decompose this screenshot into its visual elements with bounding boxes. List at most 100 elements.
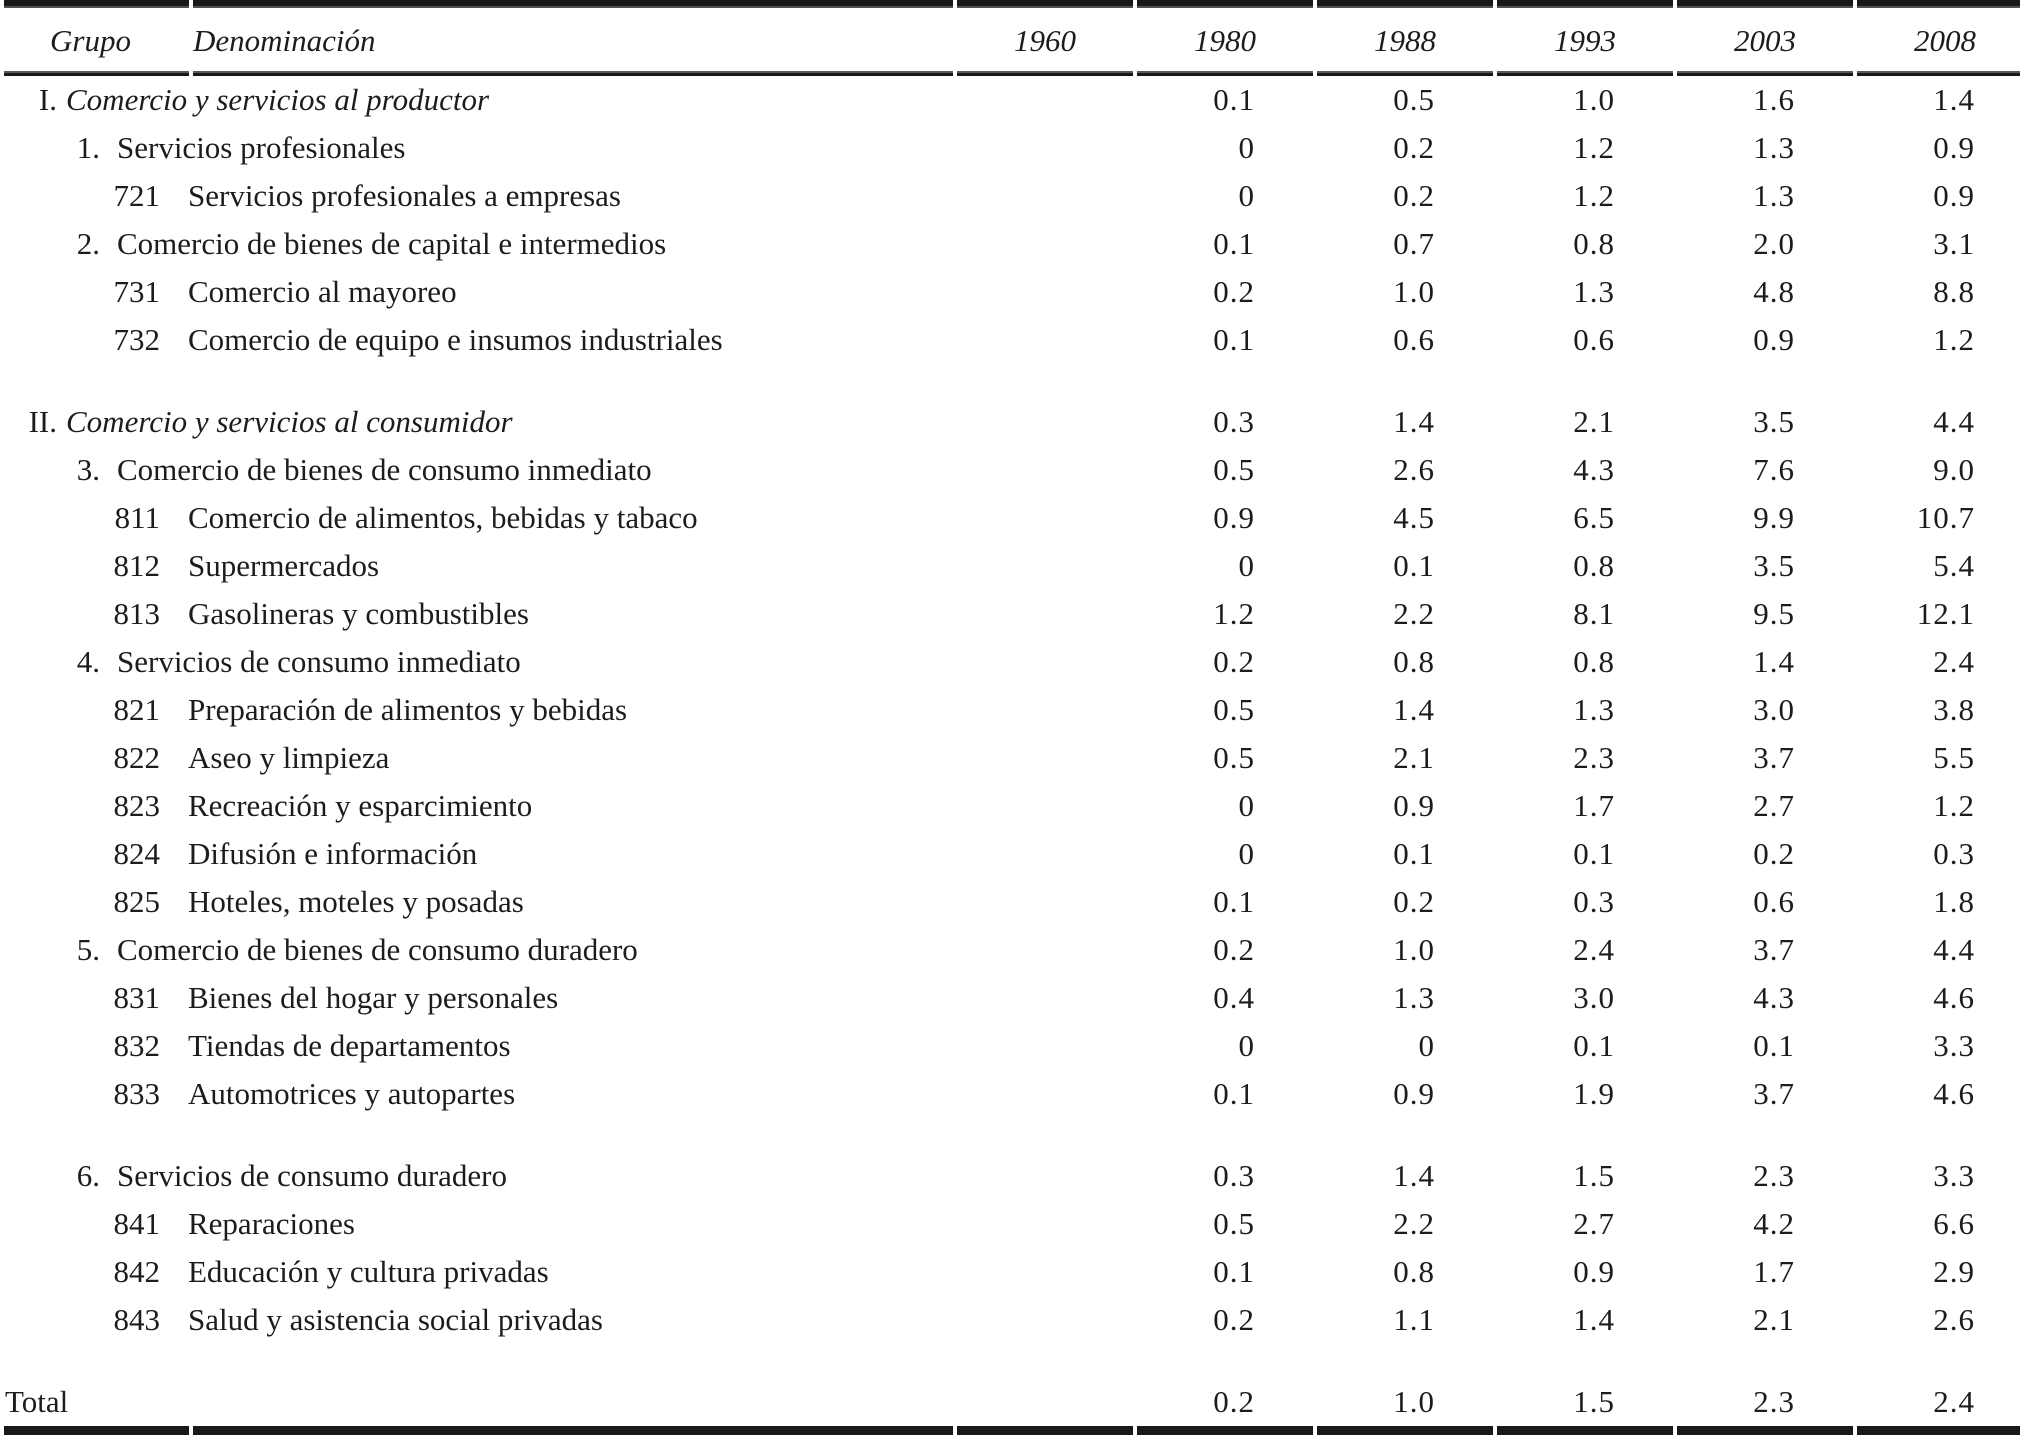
value-1993: 0.6 [1573,322,1615,357]
table-row: 833 Automotrices y autopartes 0.1 0.9 1.9… [4,1070,2020,1118]
table-row: 2. Comercio de bienes de capital e interm… [4,220,2020,268]
value-1988: 1.0 [1393,1384,1435,1419]
row-label: Servicios de consumo duradero [117,1158,507,1193]
table-row: 832 Tiendas de departamentos 0 0 0.1 0.1 … [4,1022,2020,1070]
value-2003: 3.7 [1753,932,1795,967]
value-2003: 1.3 [1753,178,1795,213]
row-label-cell: 843 Salud y asistencia social privadas [4,1296,953,1344]
row-label-cell: 821 Preparación de alimentos y bebidas [4,686,953,734]
header-row: Grupo Denominación 1960 1980 1988 1993 2… [4,8,2020,71]
value-2003: 3.0 [1753,692,1795,727]
value-1960 [957,926,1133,974]
row-label-cell: 731 Comercio al mayoreo [4,268,953,316]
value-1988: 0.1 [1393,836,1435,871]
row-marker: 731 [113,274,161,309]
row-label: Difusión e información [188,836,478,871]
row-label: Hoteles, moteles y posadas [188,884,524,919]
value-1980: 0 [1238,1028,1255,1063]
value-1980: 0.3 [1213,1158,1255,1193]
value-1988: 1.4 [1393,692,1435,727]
value-1988: 0.7 [1393,226,1435,261]
table-row: 841 Reparaciones 0.5 2.2 2.7 4.2 6.6 [4,1200,2020,1248]
value-2008: 2.6 [1933,1302,1975,1337]
value-1980: 0 [1238,178,1255,213]
row-label-cell: 732 Comercio de equipo e insumos industri… [4,316,953,364]
column-header-1988: 1988 [1374,23,1436,58]
table-row: 823 Recreación y esparcimiento 0 0.9 1.7 … [4,782,2020,830]
value-2008: 0.9 [1933,178,1975,213]
row-label: Tiendas de departamentos [188,1028,511,1063]
value-1960 [957,974,1133,1022]
value-1988: 0.1 [1393,548,1435,583]
value-1960 [957,1248,1133,1296]
column-header-2003: 2003 [1734,23,1796,58]
value-1980: 0.5 [1213,452,1255,487]
row-label-cell: 831 Bienes del hogar y personales [4,974,953,1022]
value-1960 [957,398,1133,446]
value-2008: 6.6 [1933,1206,1975,1241]
value-2003: 9.9 [1753,500,1795,535]
value-2008: 3.8 [1933,692,1975,727]
value-1980: 0.1 [1213,1076,1255,1111]
value-2008: 2.4 [1933,1384,1975,1419]
row-label: Comercio y servicios al productor [66,82,490,117]
column-header-denominacion: Denominación [193,23,376,58]
spacer-row [4,1118,2020,1152]
table-row: II. Comercio y servicios al consumidor 0.… [4,398,2020,446]
value-1988: 1.3 [1393,980,1435,1015]
row-label: Bienes del hogar y personales [188,980,559,1015]
row-marker: II. [28,404,57,439]
value-1960 [957,878,1133,926]
value-1988: 2.2 [1393,596,1435,631]
value-1960 [957,1152,1133,1200]
value-1993: 1.2 [1573,178,1615,213]
bottom-rule [4,1426,2020,1435]
value-1980: 0.5 [1213,1206,1255,1241]
row-label: Servicios profesionales [117,130,406,165]
row-label-cell: 833 Automotrices y autopartes [4,1070,953,1118]
value-2008: 5.4 [1933,548,1975,583]
row-label: Comercio de bienes de capital e intermed… [117,226,667,261]
value-1993: 1.9 [1573,1076,1615,1111]
row-label: Aseo y limpieza [188,740,390,775]
row-marker: 732 [113,322,161,357]
value-1980: 0 [1238,836,1255,871]
table-row: 5. Comercio de bienes de consumo duradero… [4,926,2020,974]
value-2003: 0.1 [1753,1028,1795,1063]
row-label-cell: II. Comercio y servicios al consumidor [4,398,953,446]
value-1980: 0 [1238,130,1255,165]
value-1993: 3.0 [1573,980,1615,1015]
value-1993: 1.4 [1573,1302,1615,1337]
value-2008: 12.1 [1916,596,1975,631]
table-row: 811 Comercio de alimentos, bebidas y taba… [4,494,2020,542]
value-1980: 0 [1238,788,1255,823]
row-marker: 831 [113,980,161,1015]
value-1993: 0.1 [1573,836,1615,871]
column-header-grupo: Grupo [50,23,131,58]
value-1993: 2.1 [1573,404,1615,439]
value-1980: 0.2 [1213,274,1255,309]
value-2008: 4.6 [1933,1076,1975,1111]
value-1988: 0.2 [1393,884,1435,919]
row-label: Comercio de equipo e insumos industriale… [188,322,723,357]
value-1980: 0.3 [1213,404,1255,439]
row-marker: 842 [113,1254,161,1289]
row-marker: 1. [76,130,100,165]
value-2003: 4.3 [1753,980,1795,1015]
value-1988: 1.4 [1393,404,1435,439]
value-2008: 1.8 [1933,884,1975,919]
value-1993: 1.5 [1573,1384,1615,1419]
row-marker: 823 [113,788,161,823]
value-2003: 4.8 [1753,274,1795,309]
value-1993: 8.1 [1573,596,1615,631]
value-1980: 0.5 [1213,692,1255,727]
table-row: 813 Gasolineras y combustibles 1.2 2.2 8.… [4,590,2020,638]
table-row: 822 Aseo y limpieza 0.5 2.1 2.3 3.7 5.5 [4,734,2020,782]
table-row: 6. Servicios de consumo duradero 0.3 1.4 … [4,1152,2020,1200]
value-1960 [957,268,1133,316]
value-2003: 3.7 [1753,1076,1795,1111]
value-2003: 4.2 [1753,1206,1795,1241]
value-1980: 1.2 [1213,596,1255,631]
value-2008: 3.1 [1933,226,1975,261]
